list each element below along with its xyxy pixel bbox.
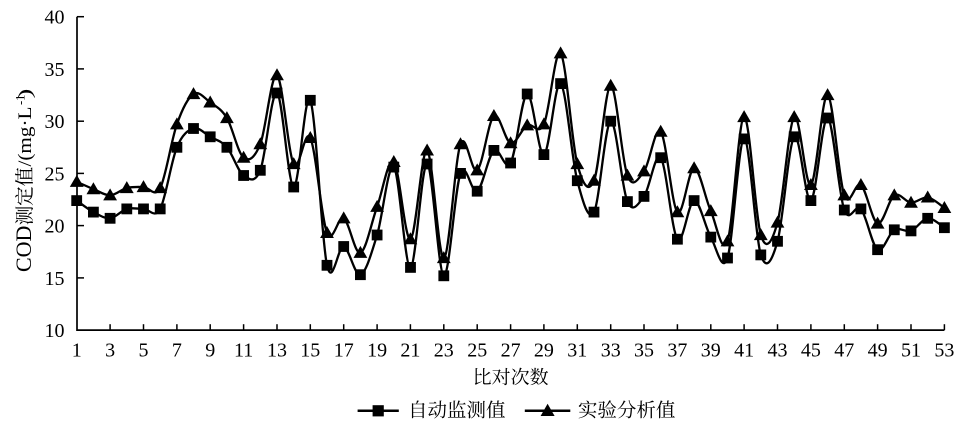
svg-text:53: 53 [934, 340, 954, 362]
svg-text:13: 13 [267, 340, 287, 362]
svg-text:20: 20 [45, 216, 65, 238]
svg-text:31: 31 [567, 340, 587, 362]
svg-text:7: 7 [172, 340, 182, 362]
svg-text:19: 19 [367, 340, 387, 362]
svg-text:10: 10 [45, 320, 65, 342]
svg-text:30: 30 [45, 111, 65, 133]
svg-text:15: 15 [300, 340, 320, 362]
svg-text:47: 47 [834, 340, 854, 362]
svg-text:35: 35 [45, 59, 65, 81]
svg-text:-1: -1 [14, 95, 28, 105]
svg-text:43: 43 [768, 340, 788, 362]
svg-text:49: 49 [868, 340, 888, 362]
svg-text:41: 41 [734, 340, 754, 362]
svg-text:27: 27 [501, 340, 521, 362]
svg-text:COD: COD [11, 226, 36, 272]
svg-text:35: 35 [634, 340, 654, 362]
svg-text:51: 51 [901, 340, 921, 362]
svg-text:45: 45 [801, 340, 821, 362]
svg-text:33: 33 [601, 340, 621, 362]
svg-text:17: 17 [334, 340, 354, 362]
svg-text:40: 40 [45, 7, 65, 29]
svg-text:15: 15 [45, 268, 65, 290]
svg-text:37: 37 [667, 340, 687, 362]
svg-text:3: 3 [105, 340, 115, 362]
svg-text:23: 23 [434, 340, 454, 362]
svg-text:11: 11 [234, 340, 253, 362]
svg-text:): ) [15, 89, 36, 99]
svg-text:1: 1 [72, 340, 82, 362]
svg-text:25: 25 [467, 340, 487, 362]
svg-text:29: 29 [534, 340, 554, 362]
svg-text:5: 5 [139, 340, 149, 362]
svg-text:21: 21 [400, 340, 420, 362]
svg-text:25: 25 [45, 163, 65, 185]
svg-text:/(mg·L: /(mg·L [15, 107, 36, 167]
svg-text:39: 39 [701, 340, 721, 362]
svg-text:9: 9 [205, 340, 215, 362]
